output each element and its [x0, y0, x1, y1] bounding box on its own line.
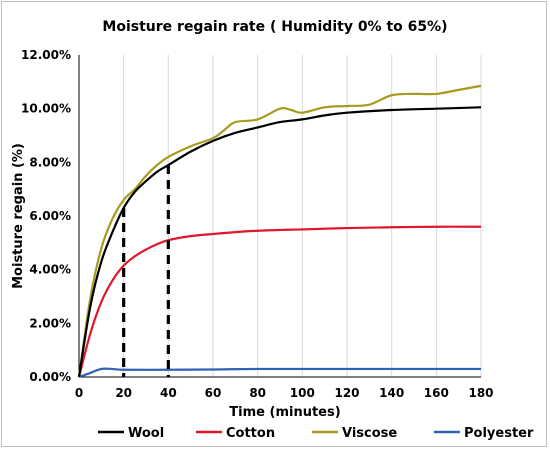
- y-tick-label-1: 2.00%: [29, 316, 71, 330]
- legend-label-viscose: Viscose: [342, 426, 397, 441]
- y-tick-label-4: 8.00%: [29, 155, 71, 169]
- axes: [78, 55, 481, 378]
- series-line-cotton: [77, 225, 482, 378]
- x-tick-label-40: 40: [160, 386, 177, 400]
- x-tick-label-180: 180: [468, 386, 493, 400]
- y-axis-label: Moisture regain (%): [11, 143, 26, 289]
- y-tick-labels: 0.00% 2.00% 4.00% 6.00% 8.00% 10.00% 12.00%: [21, 48, 71, 384]
- x-tick-label-120: 120: [334, 386, 359, 400]
- y-tick-label-6: 12.00%: [21, 48, 71, 62]
- legend: Wool Cotton Viscose Polyester: [98, 426, 534, 441]
- x-tick-label-140: 140: [379, 386, 404, 400]
- reference-lines: [122, 165, 170, 377]
- series-line-polyester: [78, 367, 481, 379]
- legend-label-polyester: Polyester: [464, 426, 534, 441]
- y-tick-label-2: 4.00%: [29, 263, 71, 277]
- series-line-wool: [77, 106, 482, 378]
- x-tick-label-60: 60: [205, 386, 222, 400]
- x-tick-label-20: 20: [115, 386, 132, 400]
- x-axis-label: Time (minutes): [229, 405, 340, 420]
- y-tick-label-0: 0.00%: [29, 370, 71, 384]
- series-line-viscose: [77, 84, 482, 378]
- legend-label-cotton: Cotton: [226, 426, 275, 441]
- x-tick-labels: 0 20 40 60 80 100 120 140 160 180: [75, 386, 494, 400]
- x-tick-label-80: 80: [249, 386, 266, 400]
- legend-label-wool: Wool: [128, 426, 164, 441]
- gridlines: [123, 55, 482, 377]
- y-tick-label-3: 6.00%: [29, 209, 71, 223]
- x-tick-label-100: 100: [290, 386, 315, 400]
- chart-title: Moisture regain rate ( Humidity 0% to 65…: [102, 19, 447, 35]
- y-tick-label-5: 10.00%: [21, 102, 71, 116]
- x-tick-label-160: 160: [424, 386, 449, 400]
- x-tick-label-0: 0: [75, 386, 83, 400]
- series-lines: [77, 84, 482, 379]
